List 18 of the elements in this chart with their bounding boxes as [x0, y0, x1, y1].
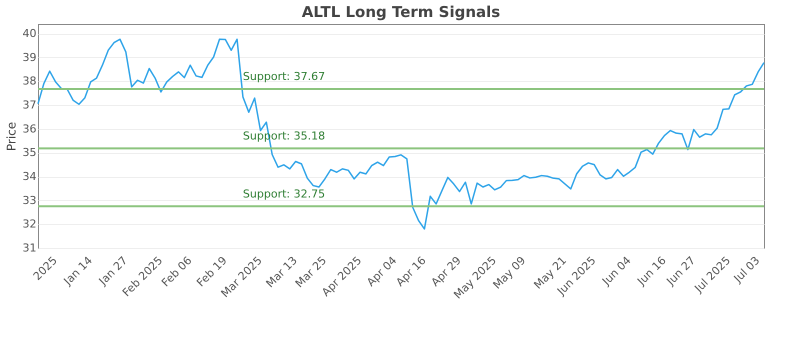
chart-title: ALTL Long Term Signals — [302, 3, 500, 21]
y-tick-label: 35 — [22, 146, 36, 160]
y-tick-label: 40 — [22, 27, 36, 40]
y-tick-label: 31 — [22, 242, 36, 254]
x-tick-label: Jul 03 — [730, 254, 762, 286]
y-tick-label: 34 — [22, 170, 36, 184]
y-tick-label: 39 — [22, 50, 36, 64]
ref-line-label: Support: 32.75 — [242, 187, 326, 200]
x-tick-label: Jan 14 — [60, 254, 95, 288]
y-tick-label: 38 — [22, 74, 36, 88]
y-axis-title: Price — [4, 122, 19, 152]
y-tick-label: 37 — [22, 98, 36, 112]
y-tick-label: 33 — [22, 194, 36, 207]
y-tick-label: 36 — [22, 122, 36, 136]
y-tick-label: 32 — [22, 218, 36, 231]
ref-line-label: Support: 37.67 — [242, 70, 326, 84]
line-series — [37, 38, 765, 230]
x-tick-label: Jun 04 — [599, 254, 634, 288]
